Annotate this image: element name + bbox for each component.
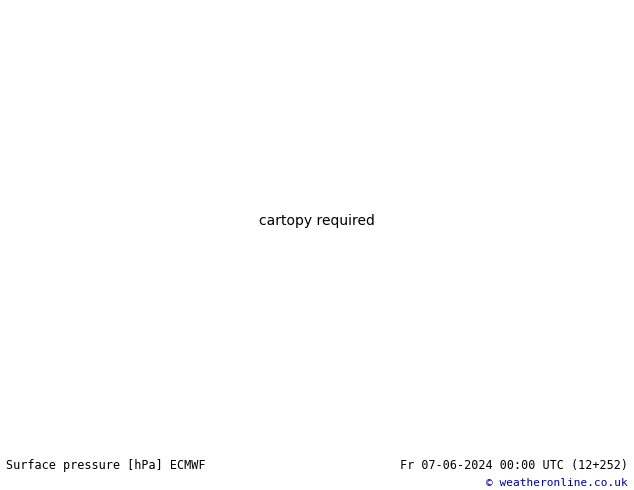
Text: Surface pressure [hPa] ECMWF: Surface pressure [hPa] ECMWF — [6, 459, 206, 472]
Text: © weatheronline.co.uk: © weatheronline.co.uk — [486, 478, 628, 488]
Text: cartopy required: cartopy required — [259, 215, 375, 228]
Text: Fr 07-06-2024 00:00 UTC (12+252): Fr 07-06-2024 00:00 UTC (12+252) — [399, 459, 628, 472]
